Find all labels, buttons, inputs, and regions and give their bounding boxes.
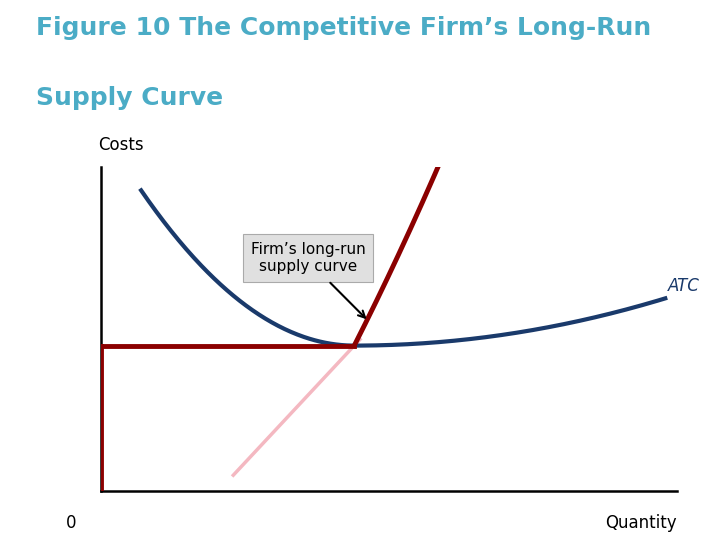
Text: 0: 0 [66,514,77,532]
Text: Supply Curve: Supply Curve [36,86,223,110]
Text: Quantity: Quantity [606,514,677,532]
Text: Firm’s long-run
supply curve: Firm’s long-run supply curve [251,242,366,274]
Text: Costs: Costs [98,137,143,154]
Text: ATC: ATC [668,277,700,295]
Text: Figure 10 The Competitive Firm’s Long-Run: Figure 10 The Competitive Firm’s Long-Ru… [36,16,652,40]
